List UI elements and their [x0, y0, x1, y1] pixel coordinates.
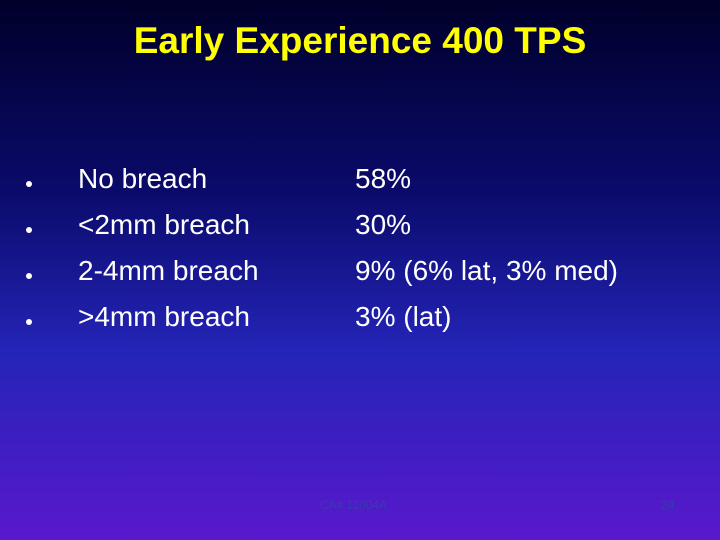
page-number: 24	[661, 498, 675, 512]
list-item: No breach 58%	[0, 163, 720, 209]
footer: CA# 11004A	[320, 498, 388, 512]
item-result: 30%	[355, 209, 412, 240]
bullet	[26, 227, 32, 233]
item-result: 58%	[355, 163, 412, 194]
item-label: No breach	[78, 163, 208, 194]
item-label: <2mm breach	[78, 209, 250, 240]
item-result: 3% (lat)	[355, 301, 452, 332]
bullet	[26, 319, 32, 325]
bullet	[26, 273, 32, 279]
slide-title: Early Experience 400 TPS	[133, 20, 587, 61]
list-item: 2-4mm breach 9% (6% lat, 3% med)	[0, 255, 720, 301]
item-label: 2-4mm breach	[78, 255, 259, 286]
list-item: >4mm breach 3% (lat)	[0, 301, 720, 347]
item-label: >4mm breach	[78, 301, 250, 332]
item-result: 9% (6% lat, 3% med)	[355, 255, 618, 286]
list-item: <2mm breach 30%	[0, 209, 720, 255]
bullet	[26, 181, 32, 187]
